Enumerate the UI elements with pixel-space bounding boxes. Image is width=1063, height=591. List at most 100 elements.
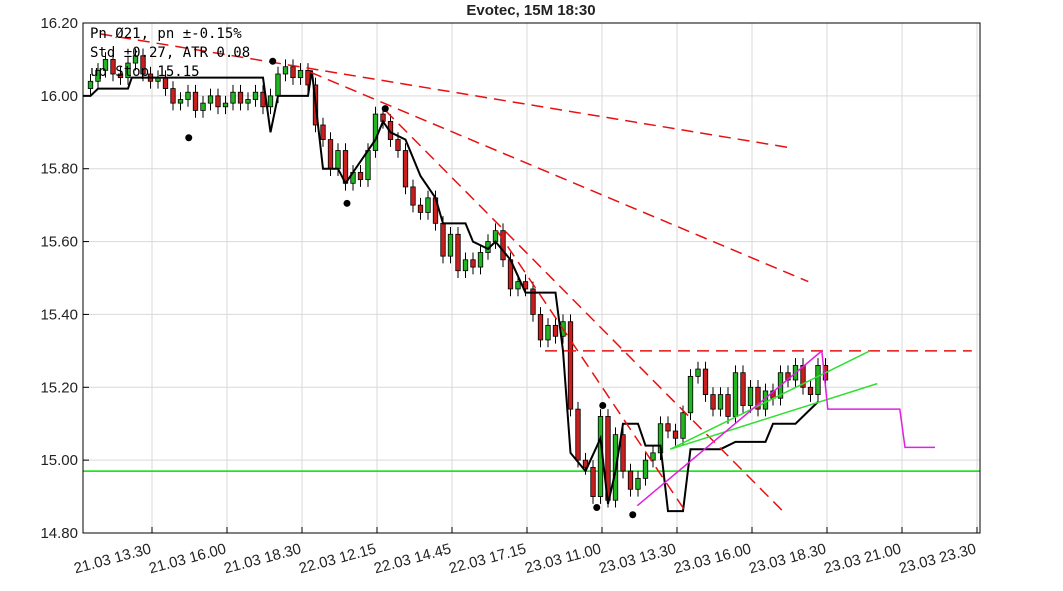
plot <box>83 33 980 519</box>
candle-body <box>95 69 101 82</box>
candle-body <box>327 139 334 170</box>
candle-body <box>132 55 139 64</box>
candle-body <box>710 394 716 410</box>
candle-body <box>807 386 814 395</box>
candle-body <box>282 66 289 75</box>
candle-body <box>410 186 416 206</box>
pivot-dot <box>599 402 607 409</box>
candle-body <box>687 375 694 414</box>
candle-body <box>297 69 304 79</box>
candle-body <box>215 95 221 108</box>
pivot-dot <box>269 57 277 65</box>
candle-body <box>185 91 191 100</box>
indicator-line <box>83 70 819 513</box>
candle-body <box>200 102 206 111</box>
candle-body <box>417 204 424 213</box>
candle-body <box>492 230 499 242</box>
candle-body <box>537 314 544 341</box>
y-tick-label: 15.20 <box>40 379 78 396</box>
candle-body <box>365 150 371 181</box>
candle-body <box>717 394 724 410</box>
info-line: Pn Ø21, pn ±-0.15% <box>90 26 242 42</box>
candle-body <box>740 372 746 406</box>
candle-body <box>237 91 244 104</box>
candle-body <box>650 452 656 461</box>
candle-body <box>320 124 326 140</box>
candle-body <box>335 150 341 170</box>
candle-body <box>575 408 581 461</box>
candle-body <box>477 252 484 268</box>
candle-body <box>672 430 679 439</box>
candle-body <box>192 91 199 111</box>
candle-body <box>635 477 641 490</box>
candle-body <box>455 233 461 272</box>
candle-body <box>500 230 506 261</box>
candle-body <box>140 55 146 75</box>
candle-body <box>87 80 94 89</box>
y-tick-label: 15.00 <box>40 452 78 469</box>
candle-body <box>222 102 229 108</box>
pivot-dot <box>343 199 351 207</box>
candle-body <box>245 99 251 104</box>
candle-body <box>207 95 214 104</box>
candle-body <box>102 59 109 71</box>
info-line: Std ±0.27, ATR 0.08 <box>90 45 250 61</box>
candle-body <box>515 281 521 290</box>
candle-body <box>357 171 364 181</box>
indicator-line <box>669 350 871 450</box>
candle-body <box>447 233 454 257</box>
candle-body <box>402 150 409 188</box>
candle-body <box>462 259 469 272</box>
candle-body <box>755 386 761 410</box>
candle-body <box>252 91 259 100</box>
candle-body <box>725 394 731 417</box>
candle-body <box>695 368 701 377</box>
y-tick-label: 16.00 <box>40 88 78 105</box>
candle-body <box>552 324 559 337</box>
pivot-dot <box>593 504 601 511</box>
y-tick-label: 16.20 <box>40 15 78 32</box>
candle-body <box>665 423 671 432</box>
candle-body <box>747 386 754 406</box>
candle-body <box>170 88 176 104</box>
candle-body <box>590 467 596 497</box>
candle-body <box>642 459 649 479</box>
candle-body <box>680 412 686 439</box>
candle-body <box>702 368 709 395</box>
trend-line-dashed <box>100 33 792 149</box>
candle-body <box>372 113 379 151</box>
candle-body <box>800 365 806 388</box>
candle-body <box>110 59 116 75</box>
chart-title: Evotec, 15M 18:30 <box>466 2 595 19</box>
candle-body <box>627 470 634 490</box>
candle-body <box>440 222 446 257</box>
trend-line-dashed <box>310 71 809 283</box>
candle-body <box>567 321 574 410</box>
pivot-dot <box>381 105 389 113</box>
candle-body <box>267 95 274 108</box>
y-tick-label: 15.40 <box>40 306 78 323</box>
candle-body <box>117 73 124 79</box>
candle-body <box>530 288 536 315</box>
info-line: up Stop 15.15 <box>90 64 200 80</box>
y-tick-label: 15.60 <box>40 234 78 251</box>
candle-body <box>395 139 401 151</box>
pivot-dot <box>185 134 193 142</box>
candle-body <box>230 91 236 104</box>
candle-body <box>545 324 551 341</box>
candle-body <box>620 434 626 472</box>
candle-body <box>125 62 131 79</box>
candle-body <box>732 372 739 417</box>
candle-body <box>290 66 296 79</box>
candle-body <box>425 197 431 213</box>
candle-body <box>470 259 476 268</box>
candle-body <box>815 365 821 395</box>
indicator-line <box>636 349 935 507</box>
indicator-line <box>670 382 878 450</box>
frame <box>82 22 981 534</box>
candle-body <box>275 73 281 97</box>
y-tick-label: 15.80 <box>40 161 78 178</box>
pivot-dot <box>629 511 637 519</box>
